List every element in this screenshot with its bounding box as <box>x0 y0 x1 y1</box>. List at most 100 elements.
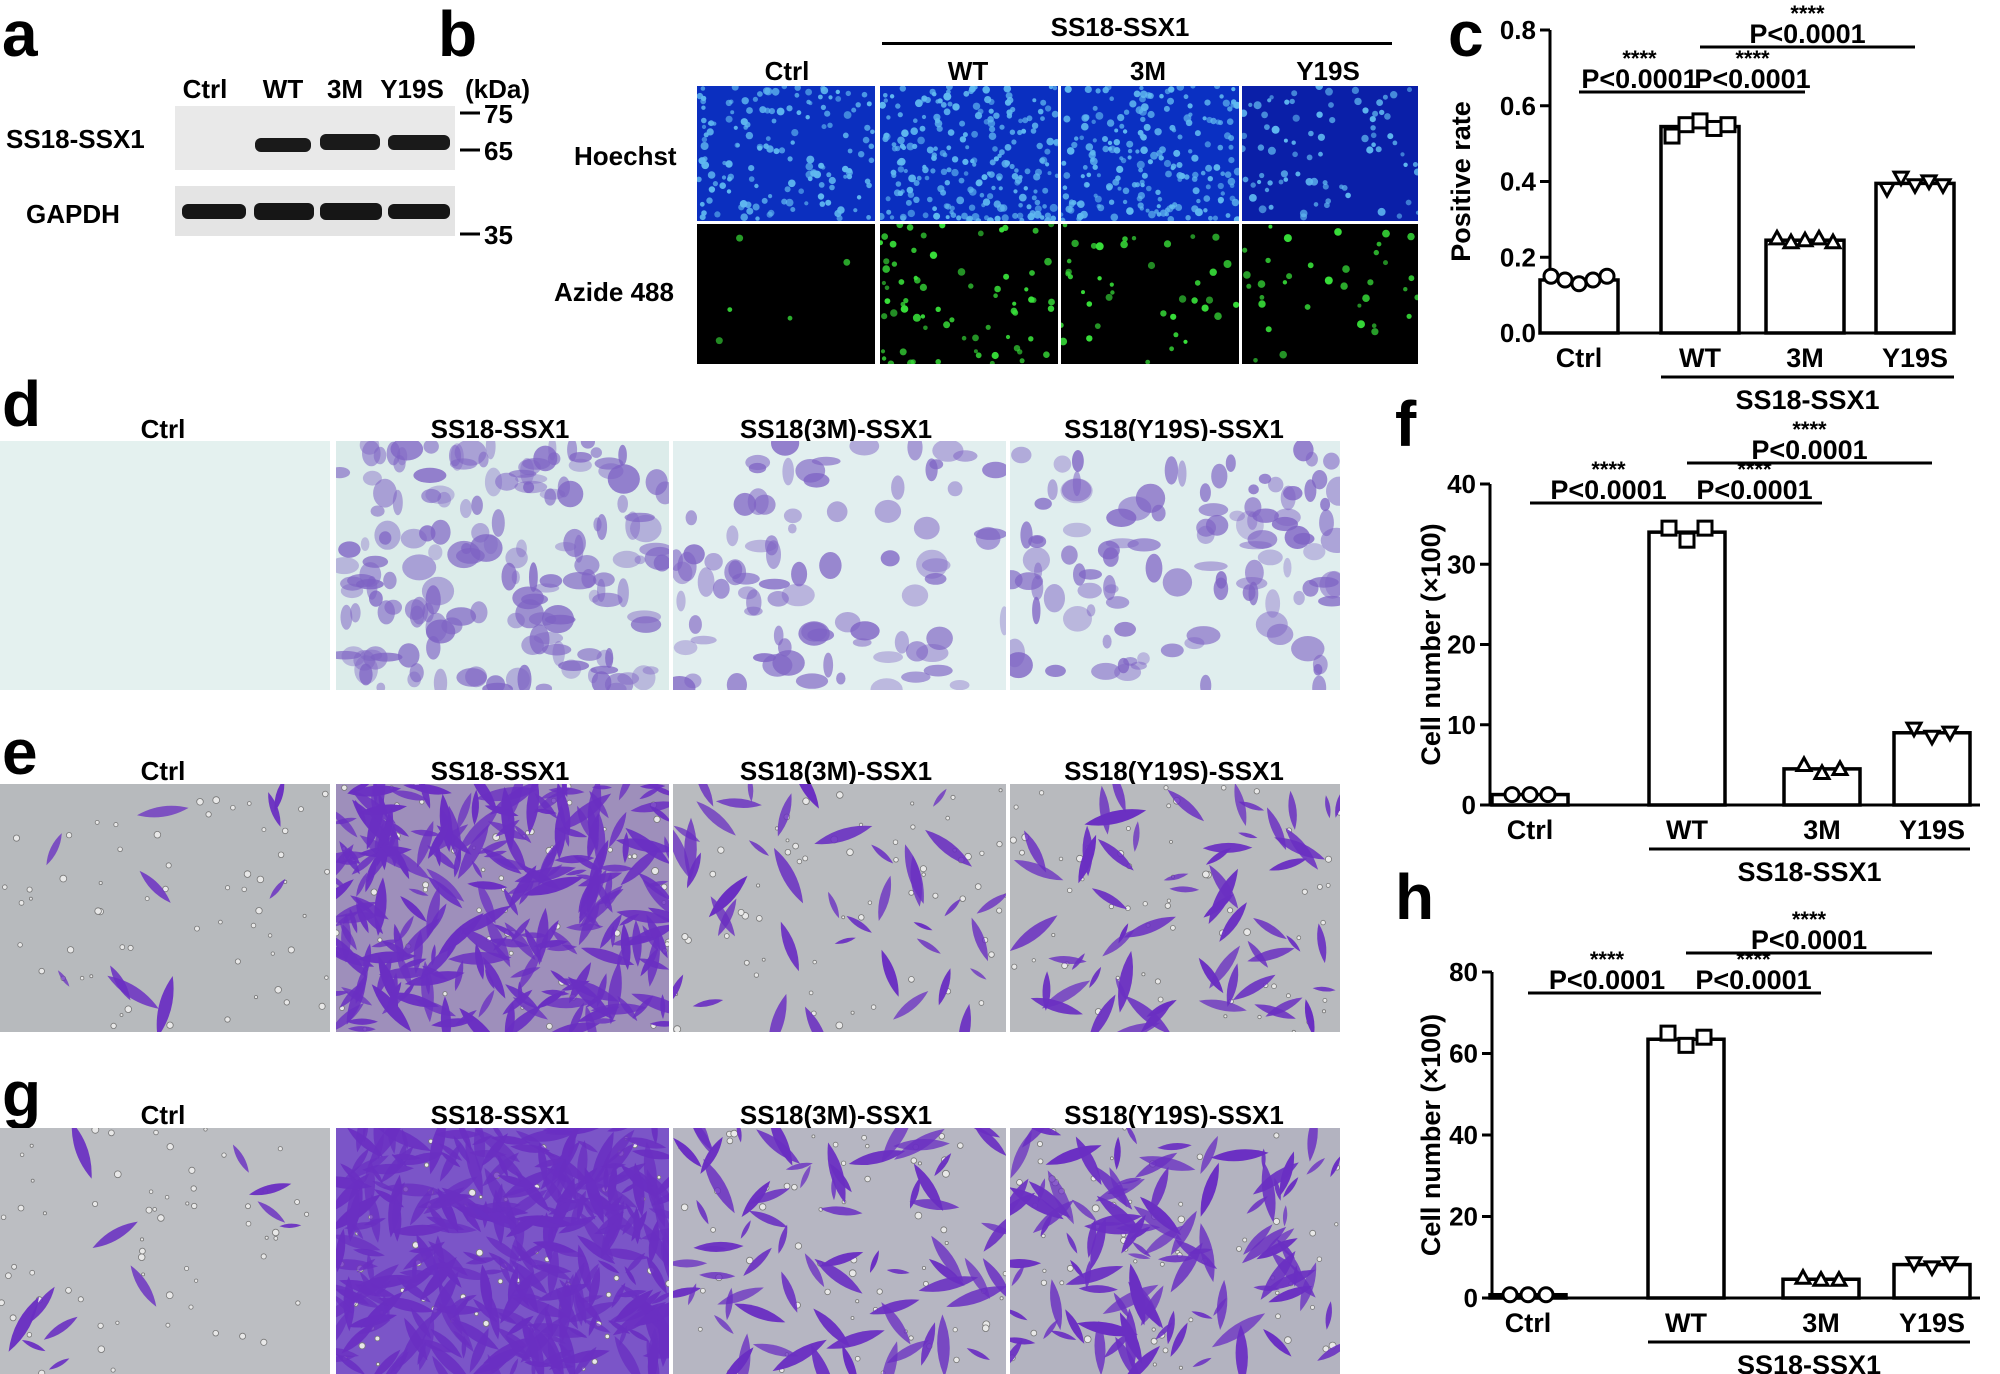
significance-stars: **** <box>1737 457 1772 482</box>
p-value-label: P<0.0001 <box>1749 19 1865 49</box>
data-point <box>1877 181 1897 200</box>
y-tick-label: 80 <box>1449 957 1478 987</box>
g-col-2: SS18(3M)-SSX1 <box>739 1100 933 1130</box>
micrograph-0-0 <box>697 86 875 221</box>
data-point <box>1781 232 1801 250</box>
panel-label-f: f <box>1395 388 1417 460</box>
data-point <box>1663 127 1681 145</box>
p-value-label: P<0.0001 <box>1751 925 1867 955</box>
panel-label-d: d <box>2 368 42 440</box>
row-d-image-1 <box>336 441 669 690</box>
micrograph-1-3 <box>1242 224 1418 364</box>
panel-label-h: h <box>1395 861 1435 933</box>
b-row-hoechst: Hoechst <box>574 141 677 171</box>
micrograph-0-2 <box>1061 86 1239 221</box>
significance-stars: **** <box>1590 947 1625 972</box>
significance-stars: **** <box>1736 947 1771 972</box>
d-col-1: SS18-SSX1 <box>430 414 570 444</box>
e-col-3: SS18(Y19S)-SSX1 <box>1064 756 1284 786</box>
micrograph-1-2 <box>1061 224 1239 364</box>
y-axis-label: Cell number (×100) <box>1416 1014 1446 1256</box>
group-label: SS18-SSX1 <box>1737 857 1881 887</box>
b-col-wt: WT <box>947 56 989 86</box>
y-tick-label: 20 <box>1449 1202 1478 1232</box>
row-e-image-0 <box>0 784 330 1032</box>
x-tick-label: Y19S <box>1899 815 1965 845</box>
data-point <box>1521 786 1539 804</box>
x-tick-label: Ctrl <box>1556 343 1603 373</box>
wb-row-ss18-ssx1: SS18-SSX1 <box>6 124 145 154</box>
y-tick-label: 40 <box>1449 1120 1478 1150</box>
y-tick-label: 20 <box>1447 630 1476 660</box>
significance-stars: **** <box>1735 46 1770 71</box>
data-point <box>1598 267 1616 285</box>
panel-label-c: c <box>1448 0 1484 70</box>
x-tick-label: 3M <box>1803 815 1841 845</box>
y-tick-label: 0.2 <box>1500 242 1536 272</box>
b-col-y19s: Y19S <box>1296 56 1360 86</box>
g-col-1: SS18-SSX1 <box>430 1100 570 1130</box>
data-point <box>1940 1256 1960 1274</box>
row-d-image-3 <box>1010 441 1340 690</box>
row-e-image-3 <box>1010 784 1340 1032</box>
row-d-image-2 <box>673 441 1006 690</box>
micrograph-1-0 <box>697 224 875 364</box>
data-point <box>1809 228 1829 246</box>
wb-lane-3m: 3M <box>326 74 364 104</box>
row-g-image-0 <box>0 1128 330 1374</box>
row-g-image-3 <box>1010 1128 1340 1374</box>
data-point <box>1695 1028 1713 1046</box>
bar-Y19S <box>1874 181 1956 335</box>
significance-stars: **** <box>1792 417 1827 442</box>
x-tick-label: 3M <box>1802 1308 1840 1338</box>
x-tick-label: Ctrl <box>1507 815 1554 845</box>
data-point <box>1556 271 1574 289</box>
row-g-image-2 <box>673 1128 1006 1374</box>
wb-kda-header: (kDa) <box>465 74 531 104</box>
data-point <box>1696 519 1714 537</box>
y-tick-label: 0.6 <box>1500 91 1536 121</box>
data-point <box>1793 1267 1813 1285</box>
data-point <box>1823 232 1843 250</box>
data-point <box>1829 1269 1849 1287</box>
p-value-label: P<0.0001 <box>1550 475 1666 505</box>
y-tick-label: 10 <box>1447 710 1476 740</box>
row-e-image-2 <box>673 784 1006 1032</box>
wb-marker-35: 35 <box>484 220 513 250</box>
data-point <box>1537 1286 1555 1304</box>
data-point <box>1719 116 1737 134</box>
b-col-3m: 3M <box>1129 56 1167 86</box>
significance-stars: **** <box>1622 46 1657 71</box>
e-col-0: Ctrl <box>140 756 186 786</box>
group-label: SS18-SSX1 <box>1735 385 1879 410</box>
data-point <box>1933 178 1953 196</box>
d-col-0: Ctrl <box>140 414 186 444</box>
data-point <box>1539 786 1557 804</box>
wb-lane-ctrl: Ctrl <box>182 74 228 104</box>
wb-marker-65: 65 <box>484 136 513 166</box>
p-value-label: P<0.0001 <box>1694 64 1810 94</box>
y-tick-label: 0 <box>1464 1283 1478 1313</box>
bar-3M <box>1764 238 1846 335</box>
b-group-line <box>882 42 1392 45</box>
row-e-image-1 <box>336 784 669 1032</box>
x-tick-label: Ctrl <box>1505 1308 1552 1338</box>
x-tick-label: Y19S <box>1899 1308 1965 1338</box>
significance-stars: **** <box>1792 907 1827 932</box>
significance-stars: **** <box>1790 1 1825 26</box>
e-col-2: SS18(3M)-SSX1 <box>739 756 933 786</box>
wb-row-gapdh: GAPDH <box>26 199 120 229</box>
data-point <box>1905 178 1925 196</box>
d-col-3: SS18(Y19S)-SSX1 <box>1064 414 1284 444</box>
data-point <box>1542 267 1560 285</box>
chart-c: 0.0 0.2 0.4 0.6 0.8 Positive rate Ctrl WT 3M Y19S… <box>1446 1 1956 410</box>
y-tick-label: 0.4 <box>1500 167 1537 197</box>
row-g-image-1 <box>336 1128 669 1374</box>
y-tick-label: 30 <box>1447 549 1476 579</box>
data-point <box>1659 1024 1677 1042</box>
micrograph-0-3 <box>1242 86 1418 221</box>
g-col-0: Ctrl <box>140 1100 186 1130</box>
wb-marker-75: 75 <box>484 99 513 129</box>
